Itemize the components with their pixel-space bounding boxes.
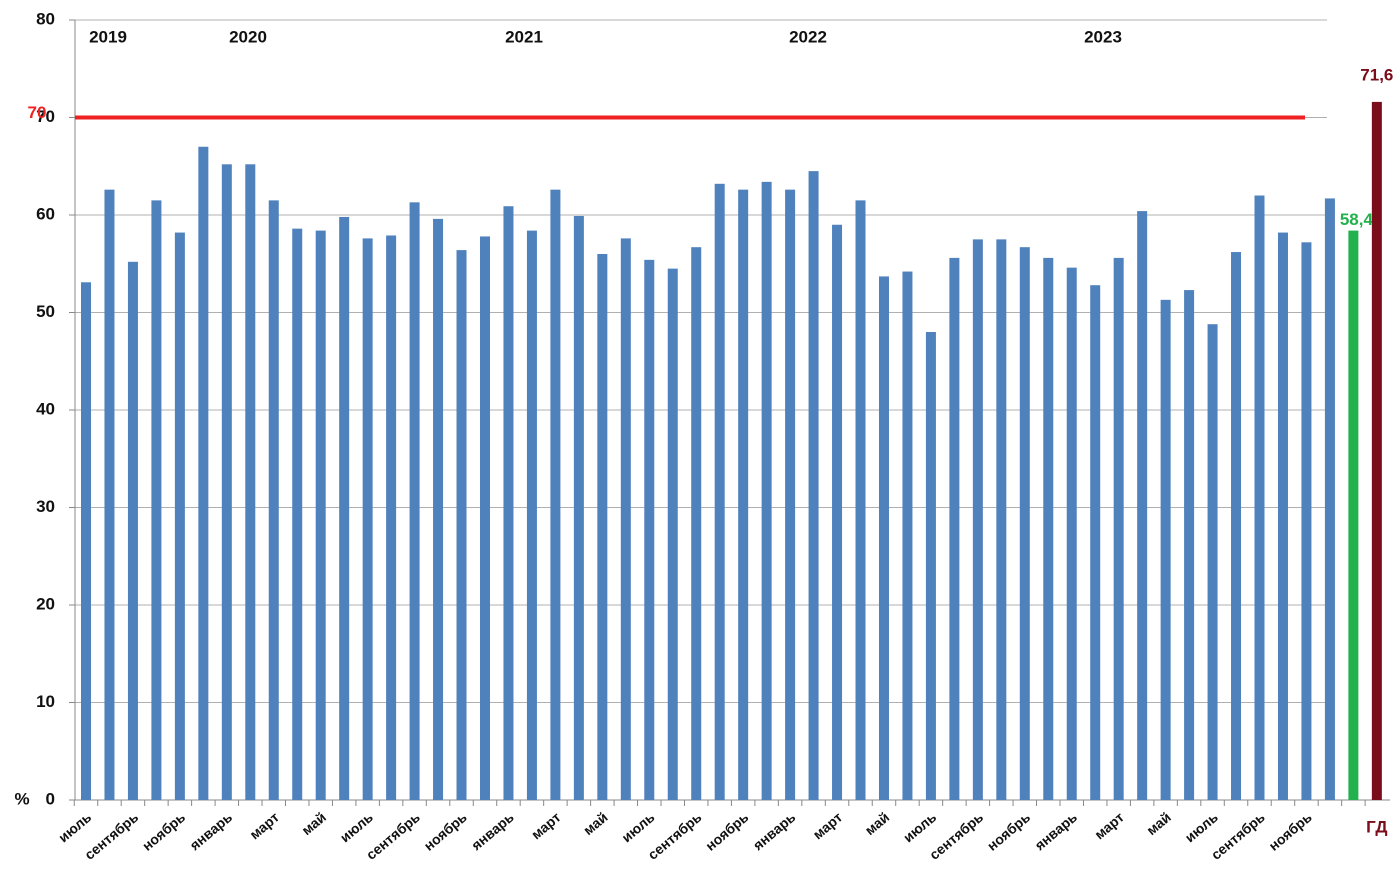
bar bbox=[714, 183, 725, 801]
bar bbox=[409, 202, 420, 800]
bar bbox=[127, 261, 138, 800]
x-tick-label: май bbox=[298, 809, 329, 838]
x-tick-label: май bbox=[1143, 809, 1174, 838]
x-tick-label: март bbox=[1091, 809, 1127, 843]
bar bbox=[221, 164, 232, 801]
bar bbox=[573, 215, 584, 801]
bar bbox=[1019, 247, 1030, 801]
year-label: 2020 bbox=[229, 27, 267, 46]
bar bbox=[808, 171, 819, 800]
bar bbox=[972, 239, 983, 800]
bar bbox=[1231, 252, 1242, 801]
x-tick-label: январь bbox=[750, 809, 799, 854]
x-tick-label: ноябрь bbox=[702, 809, 751, 854]
bar bbox=[691, 247, 702, 801]
bar bbox=[479, 236, 490, 800]
bar bbox=[761, 181, 772, 801]
bar bbox=[949, 257, 960, 800]
bar bbox=[526, 230, 537, 801]
bar bbox=[1324, 198, 1335, 801]
y-tick-label: 80 bbox=[36, 9, 55, 28]
bar bbox=[292, 228, 303, 800]
x-tick-label: январь bbox=[1031, 809, 1080, 854]
bar bbox=[1066, 267, 1077, 800]
bar bbox=[1207, 324, 1218, 800]
x-tick-label: ГД bbox=[1366, 817, 1387, 836]
bar bbox=[644, 259, 655, 801]
bar bbox=[1137, 211, 1148, 801]
x-tick-label: май bbox=[580, 809, 611, 838]
bar bbox=[550, 189, 561, 800]
bar bbox=[1277, 232, 1288, 801]
x-tick-label: март bbox=[528, 809, 564, 843]
x-tick-label: июль bbox=[55, 809, 94, 846]
y-tick-label: 20 bbox=[36, 594, 55, 613]
bar bbox=[81, 282, 91, 800]
bar bbox=[878, 276, 889, 800]
reference-label: 70 bbox=[28, 103, 47, 122]
bar bbox=[339, 216, 350, 800]
y-axis-label: % bbox=[14, 789, 29, 808]
bar bbox=[362, 238, 373, 800]
bar bbox=[1090, 285, 1101, 800]
year-label: 2022 bbox=[789, 27, 827, 46]
y-tick-label: 10 bbox=[36, 692, 55, 711]
y-tick-label: 60 bbox=[36, 204, 55, 223]
bar bbox=[902, 271, 913, 800]
x-tick-label: ноябрь bbox=[139, 809, 188, 854]
y-tick-label: 0 bbox=[46, 789, 55, 808]
bar bbox=[433, 218, 444, 800]
x-tick-label: июль bbox=[900, 809, 939, 846]
bar bbox=[1348, 230, 1359, 801]
bar bbox=[620, 238, 631, 800]
bar bbox=[1371, 101, 1382, 800]
x-tick-label: июль bbox=[337, 809, 376, 846]
x-tick-label: март bbox=[810, 809, 846, 843]
year-label: 2023 bbox=[1084, 27, 1122, 46]
bar bbox=[785, 189, 796, 800]
x-tick-label: июль bbox=[1182, 809, 1221, 846]
x-tick-label: май bbox=[862, 809, 893, 838]
x-tick-label: ноябрь bbox=[421, 809, 470, 854]
bar bbox=[315, 230, 326, 801]
bar bbox=[456, 250, 467, 801]
y-tick-label: 50 bbox=[36, 302, 55, 321]
bar bbox=[151, 200, 162, 800]
bar bbox=[1160, 299, 1171, 800]
y-tick-label: 40 bbox=[36, 399, 55, 418]
x-tick-label: январь bbox=[468, 809, 517, 854]
bar bbox=[104, 189, 115, 800]
bar bbox=[386, 235, 397, 801]
bar bbox=[503, 206, 514, 801]
bar bbox=[198, 146, 209, 800]
year-label: 2021 bbox=[505, 27, 543, 46]
bar bbox=[1301, 242, 1312, 801]
bar bbox=[832, 224, 843, 800]
bar bbox=[855, 200, 866, 800]
x-tick-label: ноябрь bbox=[984, 809, 1033, 854]
bar bbox=[268, 200, 279, 800]
bar bbox=[597, 254, 608, 800]
bar bbox=[738, 189, 749, 800]
bar bbox=[1184, 290, 1195, 800]
bar bbox=[996, 239, 1007, 800]
bar bbox=[1043, 257, 1054, 800]
bar bbox=[1254, 195, 1265, 800]
bar bbox=[174, 232, 185, 801]
value-label: 71,6 bbox=[1360, 65, 1393, 84]
y-tick-label: 70 bbox=[36, 107, 55, 126]
bar bbox=[245, 164, 256, 801]
value-label: 58,4 bbox=[1340, 210, 1374, 229]
bar bbox=[667, 268, 678, 800]
bar bbox=[1113, 257, 1124, 800]
x-tick-label: январь bbox=[187, 809, 236, 854]
year-label: 2019 bbox=[89, 27, 127, 46]
x-tick-label: июль bbox=[618, 809, 657, 846]
x-tick-label: ноябрь bbox=[1266, 809, 1315, 854]
bar bbox=[925, 332, 936, 800]
x-tick-label: март bbox=[246, 809, 282, 843]
y-tick-label: 30 bbox=[36, 497, 55, 516]
